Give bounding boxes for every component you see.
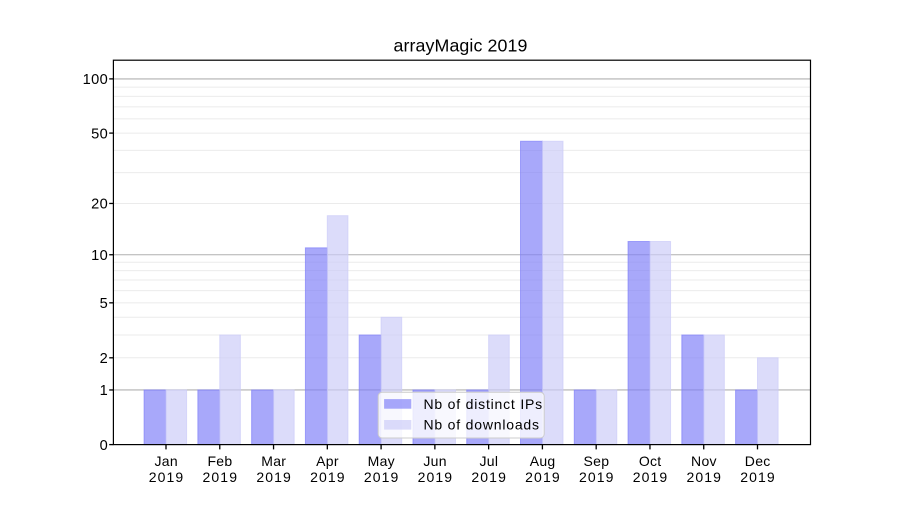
svg-text:Jan: Jan — [154, 453, 177, 469]
svg-text:50: 50 — [91, 126, 108, 142]
svg-text:Mar: Mar — [261, 453, 286, 469]
svg-text:Jun: Jun — [423, 453, 446, 469]
svg-text:2019: 2019 — [364, 469, 400, 485]
svg-text:2019: 2019 — [256, 469, 292, 485]
svg-text:2019: 2019 — [687, 469, 723, 485]
svg-text:100: 100 — [83, 72, 109, 88]
svg-text:5: 5 — [100, 296, 109, 312]
svg-text:2019: 2019 — [203, 469, 239, 485]
svg-text:Nb of downloads: Nb of downloads — [424, 416, 540, 432]
svg-text:May: May — [368, 453, 395, 469]
svg-text:Aug: Aug — [530, 453, 556, 469]
svg-text:Dec: Dec — [745, 453, 771, 469]
svg-text:Sep: Sep — [583, 453, 609, 469]
svg-text:Feb: Feb — [207, 453, 232, 469]
svg-text:10: 10 — [91, 248, 108, 264]
svg-text:2: 2 — [100, 351, 109, 367]
svg-text:Nb of distinct IPs: Nb of distinct IPs — [424, 396, 543, 412]
svg-text:20: 20 — [91, 197, 108, 213]
svg-text:2019: 2019 — [310, 469, 346, 485]
svg-text:2019: 2019 — [579, 469, 615, 485]
svg-text:Oct: Oct — [639, 453, 662, 469]
svg-text:2019: 2019 — [525, 469, 561, 485]
svg-text:2019: 2019 — [633, 469, 669, 485]
svg-text:2019: 2019 — [418, 469, 454, 485]
svg-text:arrayMagic 2019: arrayMagic 2019 — [394, 36, 528, 56]
svg-text:1: 1 — [100, 383, 109, 399]
svg-text:0: 0 — [100, 438, 109, 454]
svg-text:Nov: Nov — [691, 453, 717, 469]
svg-text:2019: 2019 — [149, 469, 185, 485]
svg-text:Jul: Jul — [479, 453, 498, 469]
svg-text:2019: 2019 — [740, 469, 776, 485]
svg-text:Apr: Apr — [316, 453, 339, 469]
svg-text:2019: 2019 — [471, 469, 507, 485]
